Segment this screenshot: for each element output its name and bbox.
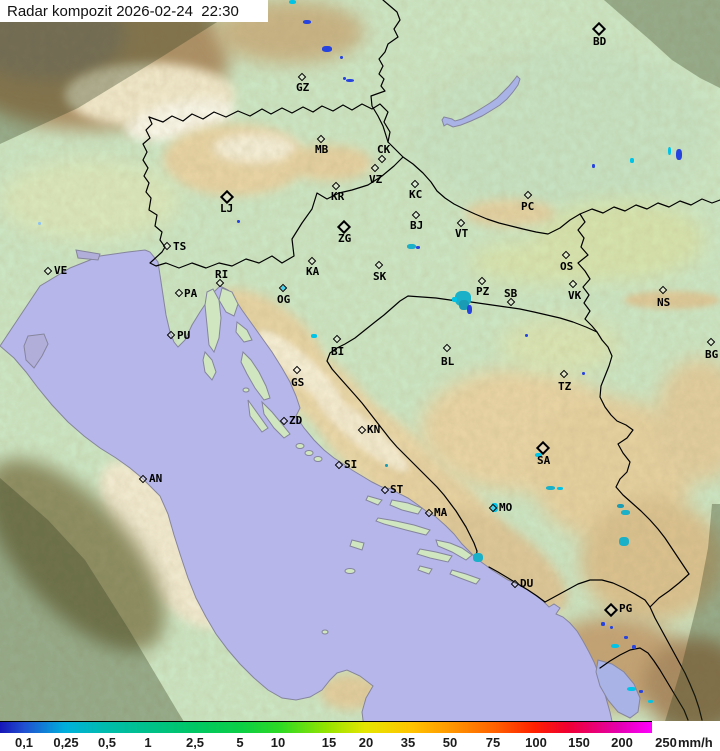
legend-tick: 0,1: [14, 735, 34, 750]
legend-tick: 20: [358, 735, 374, 750]
border-italy-slovenia: [142, 116, 166, 248]
legend-tick: 150: [568, 735, 590, 750]
legend-tick: 100: [525, 735, 547, 750]
legend-tick: 1: [144, 735, 152, 750]
legend-tick: 15: [321, 735, 337, 750]
border-croatia-bosnia: [326, 295, 598, 559]
legend-tick: 10: [270, 735, 286, 750]
title-bar: Radar kompozit 2026-02-24 22:30: [0, 0, 268, 22]
lakes: [23, 75, 641, 719]
venice-lagoon: [23, 333, 49, 369]
country-borders: [142, 0, 720, 721]
legend-gradient-bar: [0, 721, 652, 733]
legend-unit-label: mm/h: [678, 735, 713, 750]
legend-tick: 250: [655, 735, 677, 750]
coverage-corner-top-left: [0, 0, 252, 144]
border-croatia-serbia: [577, 213, 598, 333]
coverage-corner-top-right: [604, 0, 720, 88]
lake-balaton: [441, 75, 521, 128]
border-bosnia-serbia: [596, 331, 690, 575]
legend-tick: 0,25: [53, 735, 79, 750]
map-title: Radar kompozit 2026-02-24 22:30: [7, 2, 239, 20]
coverage-corner-bottom-left: [0, 478, 202, 751]
border-slovenia-croatia: [149, 141, 404, 269]
islands: [202, 287, 481, 635]
border-montenegro-serbia: [649, 573, 703, 721]
border-croatia-hungary: [402, 156, 581, 235]
border-bosnia-montenegro: [544, 579, 651, 608]
legend-tick: 75: [485, 735, 501, 750]
border-croatia-bosnia-south: [488, 566, 546, 603]
legend-tick: 35: [400, 735, 416, 750]
legend-tick: 5: [236, 735, 244, 750]
legend-tick: 50: [442, 735, 458, 750]
grado-lagoon: [75, 249, 101, 261]
legend-tick: 200: [611, 735, 633, 750]
border-austria-hungary: [370, 0, 401, 143]
legend-tick: 2,5: [185, 735, 205, 750]
border-austria-slovenia: [148, 103, 391, 143]
lake-skadar: [595, 659, 641, 719]
border-hungary-serbia: [579, 198, 720, 215]
intensity-legend: 0,1 0,25 0,5 1 2,5 5 10 15 20 35 50 75 100 150 200 250 …: [0, 721, 720, 751]
border-montenegro-albania: [599, 647, 689, 721]
coverage-corner-bottom-right: [656, 504, 720, 751]
legend-tick: 0,5: [97, 735, 117, 750]
